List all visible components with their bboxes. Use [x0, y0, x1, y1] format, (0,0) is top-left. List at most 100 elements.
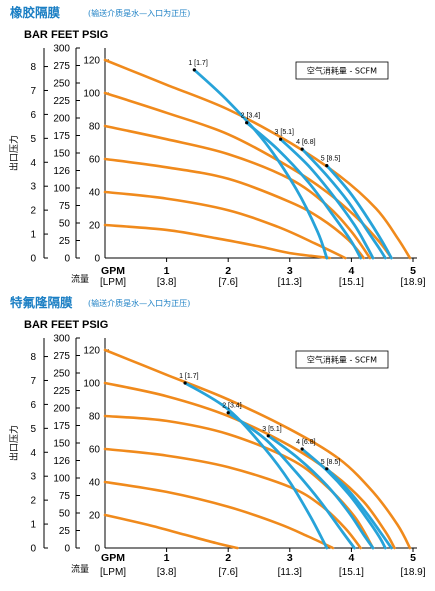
bar-header: BAR [24, 29, 48, 41]
air-curve-1 [192, 68, 329, 260]
x-tick-label: 3 [287, 552, 293, 564]
air-curve-label: 3 [5.1] [262, 426, 282, 433]
air-curve-start-dot [325, 164, 329, 168]
air-curve-start-dot [300, 147, 304, 151]
chart-subtitle: (输送介质是水—入口为正压) [88, 8, 190, 18]
feet-tick-label: 126 [53, 166, 70, 177]
x-tick-sublabel: [3.8] [157, 567, 177, 578]
feet-tick-label: 150 [53, 149, 70, 160]
head-curve-6 [103, 513, 239, 550]
feet-tick-label: 150 [53, 439, 70, 450]
air-curve-start-dot [266, 434, 270, 438]
psig-tick-label: 100 [83, 379, 100, 390]
air-curve-label: 5 [8.5] [321, 156, 341, 163]
air-curve-2 [245, 121, 362, 260]
bar-tick-label: 0 [30, 254, 36, 265]
air-curve-2 [226, 411, 356, 550]
bar-tick-label: 1 [30, 230, 36, 241]
bar-tick-label: 6 [30, 400, 36, 411]
feet-header: FEET [51, 319, 79, 331]
air-curve-start-dot [183, 381, 187, 385]
head-curve-5 [103, 190, 347, 260]
psig-tick-label: 60 [89, 155, 101, 166]
psig-tick-label: 40 [89, 188, 101, 199]
x-tick-label: 5 [410, 552, 416, 564]
feet-tick-label: 100 [53, 474, 70, 485]
x-tick-sublabel: [11.3] [278, 277, 302, 288]
x-tick-sublabel: [7.6] [218, 277, 238, 288]
head-curve-5 [103, 480, 335, 550]
bar-tick-label: 7 [30, 376, 36, 387]
bar-tick-label: 3 [30, 472, 36, 483]
psig-tick-label: 40 [89, 478, 101, 489]
psig-tick-label: 0 [94, 544, 100, 555]
air-curve-label: 5 [8.5] [321, 459, 341, 466]
air-curve-start-dot [192, 68, 196, 72]
x-units-main: GPM [101, 552, 125, 564]
feet-tick-label: 25 [59, 526, 71, 537]
feet-tick-label: 75 [59, 491, 71, 502]
feet-tick-label: 75 [59, 201, 71, 212]
psig-tick-label: 80 [89, 122, 101, 133]
bar-tick-label: 8 [30, 352, 36, 363]
air-curve-3 [266, 434, 375, 550]
head-curve-4 [103, 157, 365, 260]
feet-tick-label: 126 [53, 456, 70, 467]
air-curve-label: 4 [6.8] [296, 139, 316, 146]
psig-tick-label: 100 [83, 89, 100, 100]
psig-header: PSIG [82, 319, 108, 331]
air-curve-5 [325, 164, 393, 260]
feet-tick-label: 100 [53, 184, 70, 195]
feet-tick-label: 300 [53, 334, 70, 345]
bar-tick-label: 3 [30, 182, 36, 193]
bar-header: BAR [24, 319, 48, 331]
bar-tick-label: 5 [30, 424, 36, 435]
x-tick-label: 5 [410, 265, 416, 277]
air-curve-start-dot [300, 447, 304, 451]
bar-tick-label: 5 [30, 134, 36, 145]
air-curve-3 [279, 137, 375, 260]
x-tick-label: 2 [225, 552, 231, 564]
bar-tick-label: 2 [30, 206, 36, 217]
x-units-sub: [LPM] [100, 277, 126, 288]
psig-tick-label: 120 [83, 56, 100, 67]
legend-text: 空气消耗量 - SCFM [307, 355, 377, 365]
air-curve-5 [325, 467, 393, 550]
air-curve-4 [300, 447, 387, 550]
feet-tick-label: 25 [59, 236, 71, 247]
air-curve-1 [183, 381, 329, 550]
head-curve-3 [103, 414, 375, 550]
feet-tick-label: 200 [53, 114, 70, 125]
psig-tick-label: 60 [89, 445, 101, 456]
air-curve-start-dot [278, 137, 283, 141]
x-tick-label: 4 [348, 552, 354, 564]
x-axis-label: 流量 [71, 563, 89, 575]
head-curve-4 [103, 447, 362, 550]
chart-subtitle: (输送介质是水—入口为正压) [88, 298, 190, 308]
feet-tick-label: 0 [64, 544, 70, 555]
x-tick-sublabel: [18.9] [400, 277, 425, 288]
x-units-sub: [LPM] [100, 567, 126, 578]
feet-tick-label: 200 [53, 404, 70, 415]
y-axis-label: 出口压力 [8, 425, 20, 461]
bar-tick-label: 1 [30, 520, 36, 531]
x-tick-sublabel: [11.3] [278, 567, 302, 578]
bar-tick-label: 4 [30, 158, 36, 169]
air-curve-label: 2 [3.4] [241, 113, 261, 120]
feet-tick-label: 225 [53, 386, 70, 397]
bar-tick-label: 0 [30, 544, 36, 555]
chart-panel-2: 特氟隆隔膜 (输送介质是水—入口为正压) BAR FEET PSIG 8 7 6 5 4 3 2 1 0 3… [8, 295, 426, 578]
x-tick-sublabel: [18.9] [400, 567, 425, 578]
chart-title: 橡胶隔膜 [10, 5, 61, 20]
air-curve-start-dot [325, 467, 329, 471]
psig-tick-label: 80 [89, 412, 101, 423]
x-tick-sublabel: [15.1] [339, 277, 364, 288]
feet-tick-label: 275 [53, 351, 70, 362]
x-tick-sublabel: [15.1] [339, 567, 364, 578]
x-tick-label: 3 [287, 265, 293, 277]
air-curve-label: 4 [6.8] [296, 439, 316, 446]
legend-box [295, 350, 389, 369]
air-curve-start-dot [226, 411, 230, 415]
x-tick-label: 4 [348, 265, 354, 277]
feet-tick-label: 275 [53, 61, 70, 72]
